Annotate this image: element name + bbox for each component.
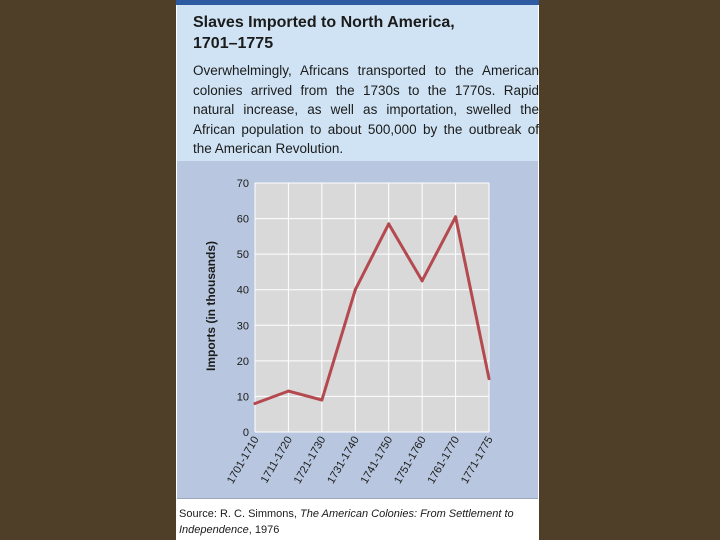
figure-title: Slaves Imported to North America, 1701–1… [193,14,455,52]
x-tick-label: 1721-1730 [292,435,329,487]
data-point [253,402,257,406]
data-point [420,279,424,283]
data-point [454,215,458,219]
x-tick-label: 1761-1770 [425,435,462,487]
x-tick-label: 1741-1750 [359,435,396,487]
y-axis-label: Imports (in thousands) [204,241,218,371]
source-title: The American Colonies: From Settlement t… [179,508,514,536]
y-tick-label: 30 [237,320,249,332]
x-tick-label: 1701-1710 [225,435,262,487]
top-accent-rule [176,0,539,5]
data-point [487,377,491,381]
x-tick-label: 1711-1720 [259,435,295,486]
x-tick-label: 1731-1740 [325,435,362,487]
imports-series-line [253,215,491,405]
y-tick-label: 50 [237,249,249,261]
figure-header: Slaves Imported to North America, 1701–1… [177,5,539,161]
y-tick-label: 60 [237,214,249,226]
y-tick-label: 40 [237,285,249,297]
plot-panel: 0 10 20 30 40 50 60 70 1701-1710 1711-1720 1721-17… [177,161,538,498]
y-tick-label: 10 [237,391,249,403]
data-point [353,288,357,292]
x-tick-label: 1771-1775 [459,435,496,487]
data-point [286,389,290,393]
source-suffix: , 1976 [248,524,280,536]
source-prefix: Source: R. C. Simmons, [179,508,301,520]
y-tick-label: 20 [237,356,249,368]
y-tick-label: 70 [237,178,249,190]
source-note: Source: R. C. Simmons, The American Colo… [179,506,531,538]
figure-card: Slaves Imported to North America, 1701–1… [176,0,539,540]
y-tick-label: 0 [243,427,249,439]
data-point [387,222,391,226]
data-point [320,398,324,402]
source-divider [177,498,538,499]
x-tick-label: 1751-1760 [392,435,429,487]
line-chart: 0 10 20 30 40 50 60 70 1701-17101711-17201721-17… [204,178,496,487]
figure-description: Overwhelmingly, Africans transported to … [193,63,539,156]
